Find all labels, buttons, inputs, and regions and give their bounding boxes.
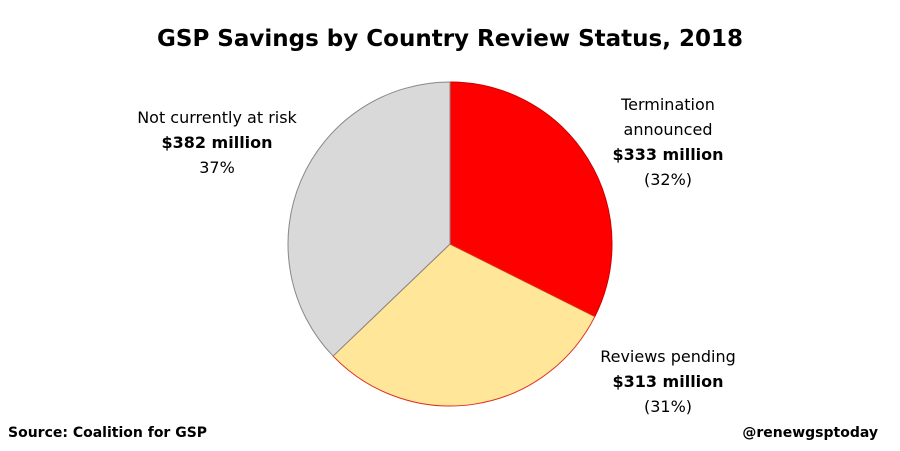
percent-label: 37%: [199, 158, 235, 177]
category-label: Termination announced: [621, 95, 715, 139]
value-label: $313 million: [612, 372, 724, 391]
source: Source: Coalition for GSP: [8, 425, 208, 441]
slice-label: Reviews pending $313 million (31%): [583, 344, 753, 419]
slice-label: Not currently at risk $382 million 37%: [132, 105, 302, 180]
value-label: $333 million: [612, 145, 724, 164]
slice-label: Termination announced $333 million (32%): [583, 92, 753, 192]
percent-label: (32%): [643, 170, 693, 189]
pie-slice: [449, 81, 613, 318]
credit: @renewgsptoday: [742, 425, 878, 441]
category-label: Not currently at risk: [137, 108, 297, 127]
category-label: Reviews pending: [600, 347, 736, 366]
value-label: $382 million: [161, 133, 273, 152]
pie-slice: [287, 81, 451, 357]
percent-label: (31%): [643, 397, 693, 416]
pie-slice: [332, 243, 596, 407]
chart-title: GSP Savings by Country Review Status, 20…: [157, 26, 743, 52]
